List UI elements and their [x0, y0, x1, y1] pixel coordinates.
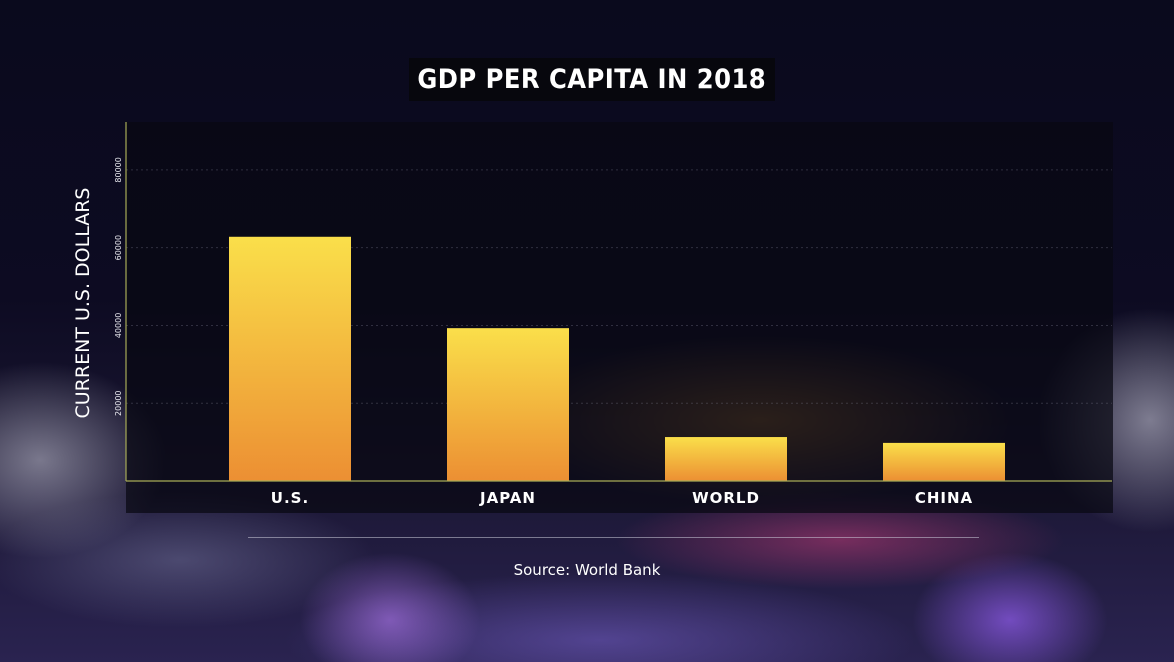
y-tick-label: 60000 — [114, 235, 123, 260]
grid-lines — [126, 169, 1112, 404]
x-category-label: WORLD — [692, 489, 760, 507]
y-axis-label: CURRENT U.S. DOLLARS — [72, 187, 94, 419]
bar-japan — [447, 328, 569, 481]
chart-title: GDP PER CAPITA IN 2018 — [417, 64, 767, 95]
x-category-label: U.S. — [271, 489, 309, 507]
x-category-label: CHINA — [915, 489, 973, 507]
bars — [229, 236, 1005, 481]
bar-us — [229, 236, 351, 481]
y-tick-label: 80000 — [114, 157, 123, 182]
y-tick-label: 40000 — [114, 313, 123, 338]
y-tick-label: 20000 — [114, 390, 123, 415]
y-tick-labels: 20000 40000 60000 80000 — [114, 157, 123, 416]
axes — [125, 122, 1112, 482]
source-divider — [248, 537, 979, 538]
x-category-labels: U.S. JAPAN WORLD CHINA — [271, 489, 973, 507]
x-category-label: JAPAN — [479, 489, 536, 507]
chart-title-box: GDP PER CAPITA IN 2018 — [409, 58, 775, 101]
bar-world — [665, 437, 787, 481]
bar-china — [883, 442, 1005, 481]
source-note: Source: World Bank — [513, 561, 661, 579]
